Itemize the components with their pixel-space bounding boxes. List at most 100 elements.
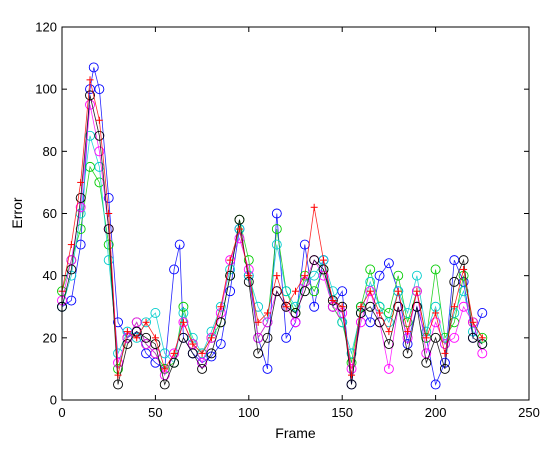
- y-tick-label: 80: [43, 144, 57, 159]
- series-point: [95, 116, 103, 124]
- series-point: [282, 303, 290, 311]
- series-point: [432, 309, 440, 317]
- series-point: [234, 233, 245, 244]
- series-point: [88, 62, 99, 73]
- series-point: [290, 308, 301, 318]
- series-point: [348, 371, 356, 379]
- series-point: [159, 379, 170, 390]
- series-point: [197, 363, 208, 374]
- series-point: [478, 334, 486, 342]
- x-tick-label: 200: [425, 405, 447, 420]
- series-point: [385, 328, 393, 336]
- y-tick-label: 40: [43, 268, 57, 283]
- series-point: [94, 130, 105, 141]
- y-tick-label: 60: [43, 206, 57, 221]
- series-point: [169, 357, 180, 368]
- series-point: [318, 264, 329, 275]
- series-point: [383, 363, 394, 374]
- series-point: [430, 379, 441, 390]
- series-point: [411, 270, 422, 281]
- series-5: [58, 76, 486, 379]
- series-point: [383, 258, 394, 269]
- series-point: [75, 193, 86, 203]
- series-point: [245, 272, 253, 280]
- series-point: [94, 84, 105, 95]
- series-point: [86, 76, 94, 84]
- series-point: [271, 239, 282, 250]
- series-point: [338, 303, 346, 311]
- series-point: [159, 363, 170, 374]
- x-axis-label: Frame: [275, 425, 316, 441]
- series-point: [178, 317, 189, 328]
- series-point: [301, 272, 309, 280]
- series-point: [365, 301, 376, 312]
- series-point: [170, 349, 178, 357]
- series-point: [114, 371, 122, 379]
- series-point: [215, 339, 226, 349]
- series-point: [85, 90, 95, 101]
- y-tick-label: 100: [35, 82, 57, 97]
- series-point: [327, 295, 338, 306]
- series-point: [441, 349, 449, 357]
- series-point: [263, 309, 271, 317]
- series-point: [271, 224, 282, 234]
- series-point: [365, 286, 376, 297]
- series-point: [318, 270, 329, 281]
- series-point: [174, 239, 185, 250]
- series-point: [151, 334, 159, 342]
- series-4: [57, 90, 488, 390]
- series-point: [374, 270, 385, 281]
- series-point: [66, 264, 77, 275]
- series-point: [411, 301, 422, 312]
- series-point: [225, 286, 236, 297]
- series-point: [262, 332, 273, 343]
- series-point: [413, 287, 421, 295]
- series-point: [179, 318, 187, 326]
- series-point: [254, 318, 262, 326]
- series-point: [67, 241, 75, 249]
- series-point: [103, 255, 114, 266]
- series-point: [217, 303, 225, 311]
- series-point: [376, 309, 384, 317]
- series-point: [253, 348, 264, 359]
- series-point: [346, 348, 357, 359]
- x-tick-label: 50: [148, 405, 162, 420]
- y-axis-label: Error: [9, 197, 25, 228]
- y-tick-label: 0: [50, 393, 57, 408]
- series-point: [103, 224, 114, 234]
- series-point: [133, 334, 141, 342]
- series-point: [430, 332, 441, 343]
- series-point: [329, 297, 337, 305]
- series-point: [105, 210, 113, 217]
- series-point: [458, 286, 469, 297]
- series-point: [468, 332, 478, 343]
- series-point: [394, 287, 402, 295]
- series-point: [187, 348, 198, 359]
- series-point: [460, 265, 468, 273]
- series-point: [123, 328, 131, 336]
- series-point: [430, 317, 441, 328]
- series-point: [225, 255, 236, 266]
- series-point: [320, 256, 328, 264]
- series-point: [366, 287, 374, 295]
- series-point: [271, 208, 282, 219]
- series-point: [469, 318, 477, 326]
- series-point: [113, 379, 123, 390]
- series-point: [450, 303, 458, 311]
- series-point: [458, 301, 469, 312]
- series-point: [161, 365, 169, 373]
- series-point: [207, 334, 215, 342]
- series-point: [77, 178, 85, 186]
- series-point: [449, 332, 460, 343]
- series-point: [226, 256, 234, 264]
- series-point: [103, 193, 114, 203]
- series-point: [197, 357, 208, 368]
- series-layer: [57, 62, 488, 390]
- y-tick-label: 20: [43, 330, 57, 345]
- series-point: [206, 348, 217, 359]
- series-point: [357, 303, 365, 311]
- series-point: [281, 301, 292, 312]
- series-point: [393, 270, 404, 281]
- series-point: [393, 286, 404, 297]
